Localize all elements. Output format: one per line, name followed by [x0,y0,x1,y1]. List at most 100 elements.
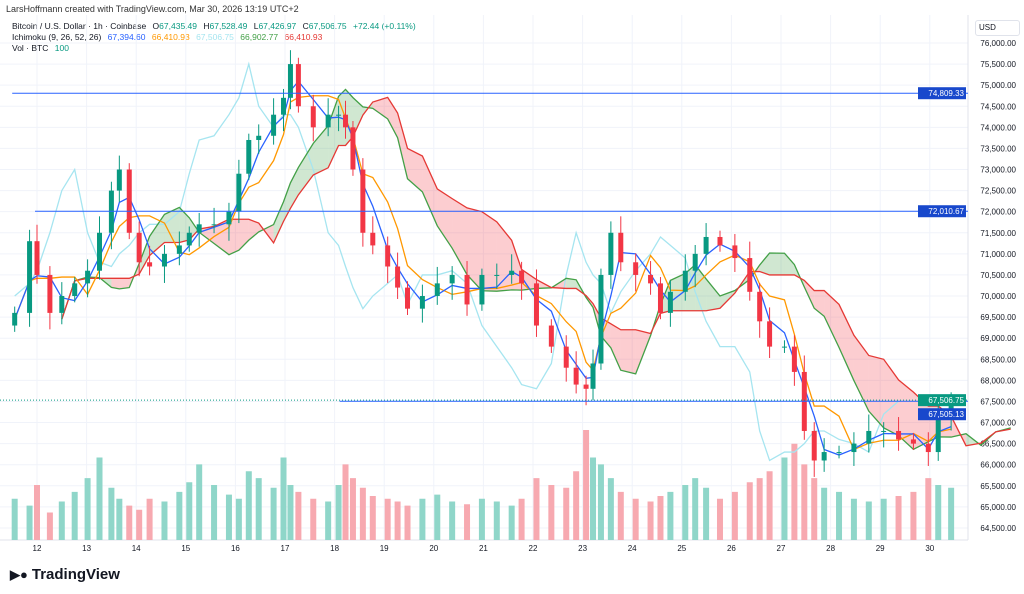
candle-body [821,452,827,461]
candle-body [692,253,698,271]
candle-body [948,401,954,415]
candle-body [196,224,202,233]
lagging-value: 67,506.75 [196,32,234,42]
y-tick-label: 74,000.00 [980,123,1016,132]
tv-icon: ▶● [10,566,28,582]
candle-body [583,384,589,389]
volume-bar [925,478,932,540]
volume-bar [211,485,218,540]
candle-body [533,283,539,326]
candle-body [836,452,842,454]
y-tick-label: 73,500.00 [980,144,1016,153]
cloud-segment [258,223,274,243]
candle-body [732,245,738,259]
candle-body [910,439,916,444]
volume-bar [225,494,232,540]
volume-bar [811,478,818,540]
ichimoku-row: Ichimoku (9, 26, 52, 26) 67,394.60 66,41… [12,32,420,43]
candle-body [271,114,277,136]
volume-bar [731,491,738,540]
cloud-segment [898,379,914,450]
cloud-segment [283,182,291,222]
ichimoku-label[interactable]: Ichimoku (9, 26, 52, 26) [12,32,102,42]
x-tick-label: 25 [677,544,686,553]
cloud-segment [452,198,468,275]
volume-bar [716,498,723,540]
candle-body [881,430,887,432]
volume-bar [434,494,441,540]
y-tick-label: 64,500.00 [980,524,1016,533]
cloud-segment [853,335,869,412]
cloud-segment [467,207,482,291]
candle-body [295,64,301,107]
chart-credit: LarsHoffmann created with TradingView.co… [6,4,299,14]
candle-body [350,127,356,170]
volume-bar [280,457,287,540]
volume-bar [590,457,597,540]
y-tick-label: 75,500.00 [980,60,1016,69]
volume-bar [667,491,674,540]
last-price-label: 67,506.75 [928,396,964,405]
y-tick-label: 66,000.00 [980,461,1016,470]
candle-body [34,241,40,275]
candle-body [336,114,342,116]
candle-body [419,296,425,309]
cloud-segment [372,97,388,119]
candle-body [494,274,500,276]
cloud-segment [422,156,438,226]
volume-bar [563,487,570,540]
cloud-segment [759,253,770,275]
candle-body [519,270,525,284]
cloud-segment [111,278,120,289]
candle-body [573,367,579,385]
volume-bar [196,464,203,540]
x-tick-label: 19 [380,544,389,553]
volume-bar [176,491,183,540]
volume-bar [161,501,168,540]
low-value: L67,426.97 [253,21,297,31]
symbol-title[interactable]: Bitcoin / U.S. Dollar · 1h · Coinbase [12,21,147,31]
price-label: 74,809.33 [928,89,964,98]
x-tick-label: 18 [330,544,339,553]
x-tick-label: 20 [429,544,438,553]
candle-body [85,270,91,284]
currency-label[interactable]: USD [975,20,1020,36]
volume-bar [287,485,294,540]
cloud-segment [804,280,815,309]
candle-body [370,232,376,246]
high-value: H67,528.49 [203,21,248,31]
candle-body [96,232,102,271]
cloud-segment [496,221,512,292]
price-label-box [918,87,966,100]
candle-body [925,443,931,453]
candle-body [405,287,411,309]
volume-bar [682,485,689,540]
volume-bar [910,491,917,540]
x-tick-label: 12 [33,544,42,553]
volume-bar [419,498,426,540]
candle-body [781,346,787,348]
x-tick-label: 27 [777,544,786,553]
volume-bar [657,496,664,540]
cloud-segment [769,253,785,275]
chart-legend: Bitcoin / U.S. Dollar · 1h · Coinbase O6… [12,21,420,54]
tradingview-logo[interactable]: ▶● TradingView [10,566,120,583]
cloud-segment [620,329,636,374]
volume-bar [146,498,153,540]
candle-body [256,135,262,140]
y-tick-label: 73,000.00 [980,166,1016,175]
y-tick-label: 65,000.00 [980,503,1016,512]
volume-bar [464,504,471,540]
candle-body [116,169,122,191]
volume-bar [518,498,525,540]
candle-body [703,236,709,254]
x-tick-label: 13 [82,544,91,553]
last-price-box [918,394,966,407]
candle-body [287,64,293,98]
span-a-value: 66,902.77 [240,32,279,42]
candle-body [757,291,763,322]
volume-bar [692,478,699,540]
volume-label[interactable]: Vol · BTC [12,43,49,53]
volume-bar [71,491,78,540]
